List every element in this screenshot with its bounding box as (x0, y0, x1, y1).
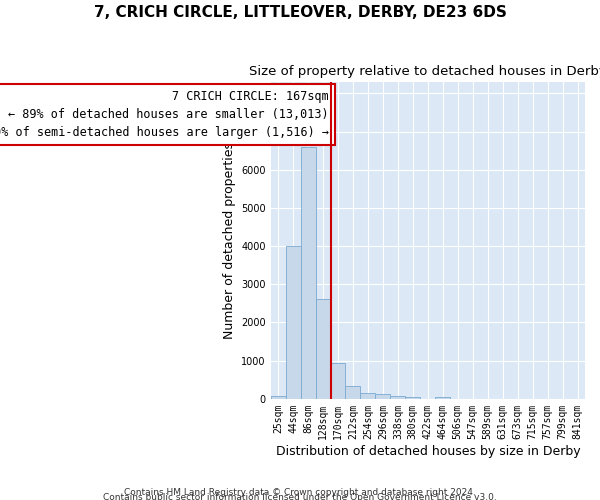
Text: Contains HM Land Registry data © Crown copyright and database right 2024.: Contains HM Land Registry data © Crown c… (124, 488, 476, 497)
Text: Contains public sector information licensed under the Open Government Licence v3: Contains public sector information licen… (103, 492, 497, 500)
Bar (286, 246, 301, 399)
Text: 7, CRICH CIRCLE, LITTLEOVER, DERBY, DE23 6DS: 7, CRICH CIRCLE, LITTLEOVER, DERBY, DE23… (94, 5, 506, 20)
Title: Size of property relative to detached houses in Derby: Size of property relative to detached ho… (249, 65, 600, 78)
Bar (436, 396, 450, 399)
Bar (316, 298, 331, 399)
Bar (361, 394, 376, 399)
X-axis label: Distribution of detached houses by size in Derby: Distribution of detached houses by size … (275, 444, 580, 458)
Bar (346, 386, 361, 399)
Bar (271, 396, 286, 399)
Y-axis label: Number of detached properties: Number of detached properties (223, 142, 236, 339)
Text: 7 CRICH CIRCLE: 167sqm
← 89% of detached houses are smaller (13,013)
10% of semi: 7 CRICH CIRCLE: 167sqm ← 89% of detached… (0, 90, 329, 139)
Bar (331, 362, 346, 399)
Bar (301, 147, 316, 399)
Bar (376, 394, 391, 399)
Bar (391, 396, 406, 399)
Bar (406, 396, 421, 399)
